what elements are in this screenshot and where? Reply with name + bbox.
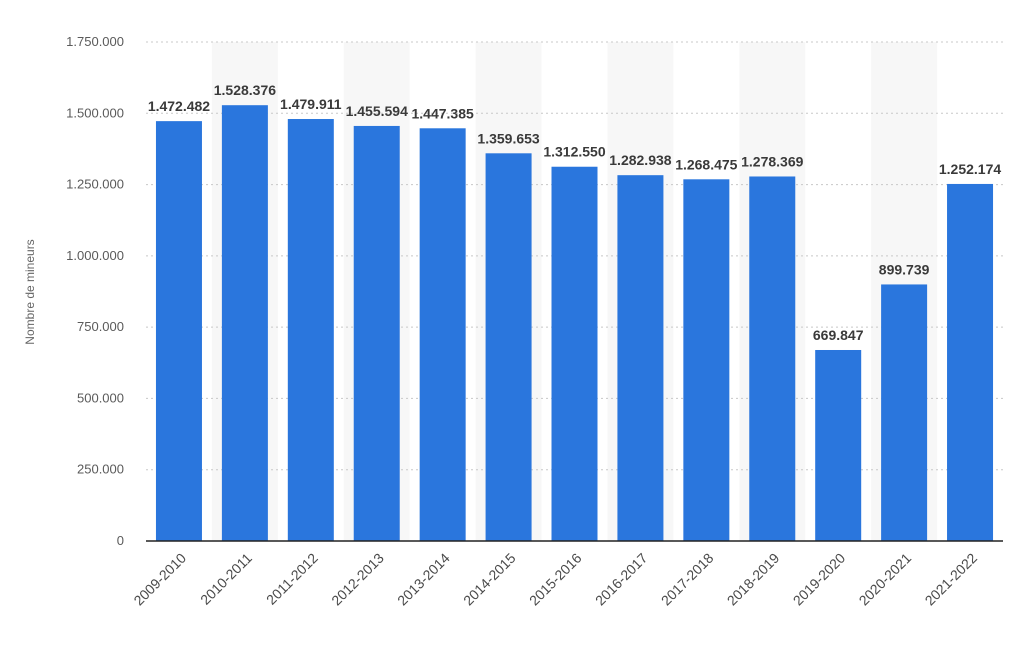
bar[interactable] xyxy=(947,183,994,541)
data-label: 1.282.938 xyxy=(609,152,671,168)
bar[interactable] xyxy=(287,119,334,541)
bar[interactable] xyxy=(617,175,664,542)
x-tick-label: 2012-2013 xyxy=(328,550,387,609)
x-tick-label: 2021-2022 xyxy=(922,550,981,609)
data-label: 1.528.376 xyxy=(214,82,276,98)
bar[interactable] xyxy=(221,105,268,541)
y-tick-label: 1.250.000 xyxy=(66,177,124,192)
data-label: 1.447.385 xyxy=(412,105,474,121)
data-label: 1.359.653 xyxy=(477,130,539,146)
bar[interactable] xyxy=(353,125,400,542)
bar[interactable] xyxy=(881,284,928,541)
y-tick-label: 250.000 xyxy=(77,462,124,477)
x-tick-label: 2020-2021 xyxy=(856,550,915,609)
bar[interactable] xyxy=(749,176,796,541)
x-tick-label: 2010-2011 xyxy=(197,550,255,608)
data-label: 1.268.475 xyxy=(675,156,737,172)
data-label: 1.455.594 xyxy=(346,103,408,119)
y-axis-label: Nombre de mineurs xyxy=(23,239,37,344)
bar[interactable] xyxy=(419,128,466,541)
x-axis-ticks: 2009-2010 2010-2011 2011-2012 2012-2013 2013… xyxy=(130,550,980,609)
y-tick-label: 0 xyxy=(117,533,124,548)
y-tick-label: 500.000 xyxy=(77,390,124,405)
bars xyxy=(155,105,994,542)
y-tick-label: 1.750.000 xyxy=(66,34,124,49)
bar[interactable] xyxy=(485,153,532,541)
data-label: 669.847 xyxy=(813,327,864,343)
x-tick-label: 2017-2018 xyxy=(658,550,717,609)
bar[interactable] xyxy=(551,166,598,541)
x-tick-label: 2013-2014 xyxy=(394,550,453,609)
y-tick-label: 750.000 xyxy=(77,319,124,334)
y-tick-label: 1.000.000 xyxy=(66,248,124,263)
y-axis-ticks: 0 250.000 500.000 750.000 1.000.000 1.250.000… xyxy=(66,34,124,548)
data-label: 1.312.550 xyxy=(543,144,605,160)
data-label: 899.739 xyxy=(879,261,930,277)
data-label: 1.278.369 xyxy=(741,153,803,169)
data-label: 1.472.482 xyxy=(148,98,210,114)
bar[interactable] xyxy=(815,349,862,541)
x-tick-label: 2011-2012 xyxy=(263,550,321,608)
data-label: 1.252.174 xyxy=(939,161,1001,177)
y-tick-label: 1.500.000 xyxy=(66,105,124,120)
bar[interactable] xyxy=(155,121,202,542)
x-tick-label: 2009-2010 xyxy=(130,550,189,609)
x-tick-label: 2014-2015 xyxy=(460,550,519,609)
data-label: 1.479.911 xyxy=(280,96,342,112)
x-tick-label: 2016-2017 xyxy=(592,550,651,609)
bar[interactable] xyxy=(683,179,730,542)
x-tick-label: 2015-2016 xyxy=(526,550,585,609)
x-tick-label: 2019-2020 xyxy=(790,550,849,609)
x-tick-label: 2018-2019 xyxy=(724,550,783,609)
